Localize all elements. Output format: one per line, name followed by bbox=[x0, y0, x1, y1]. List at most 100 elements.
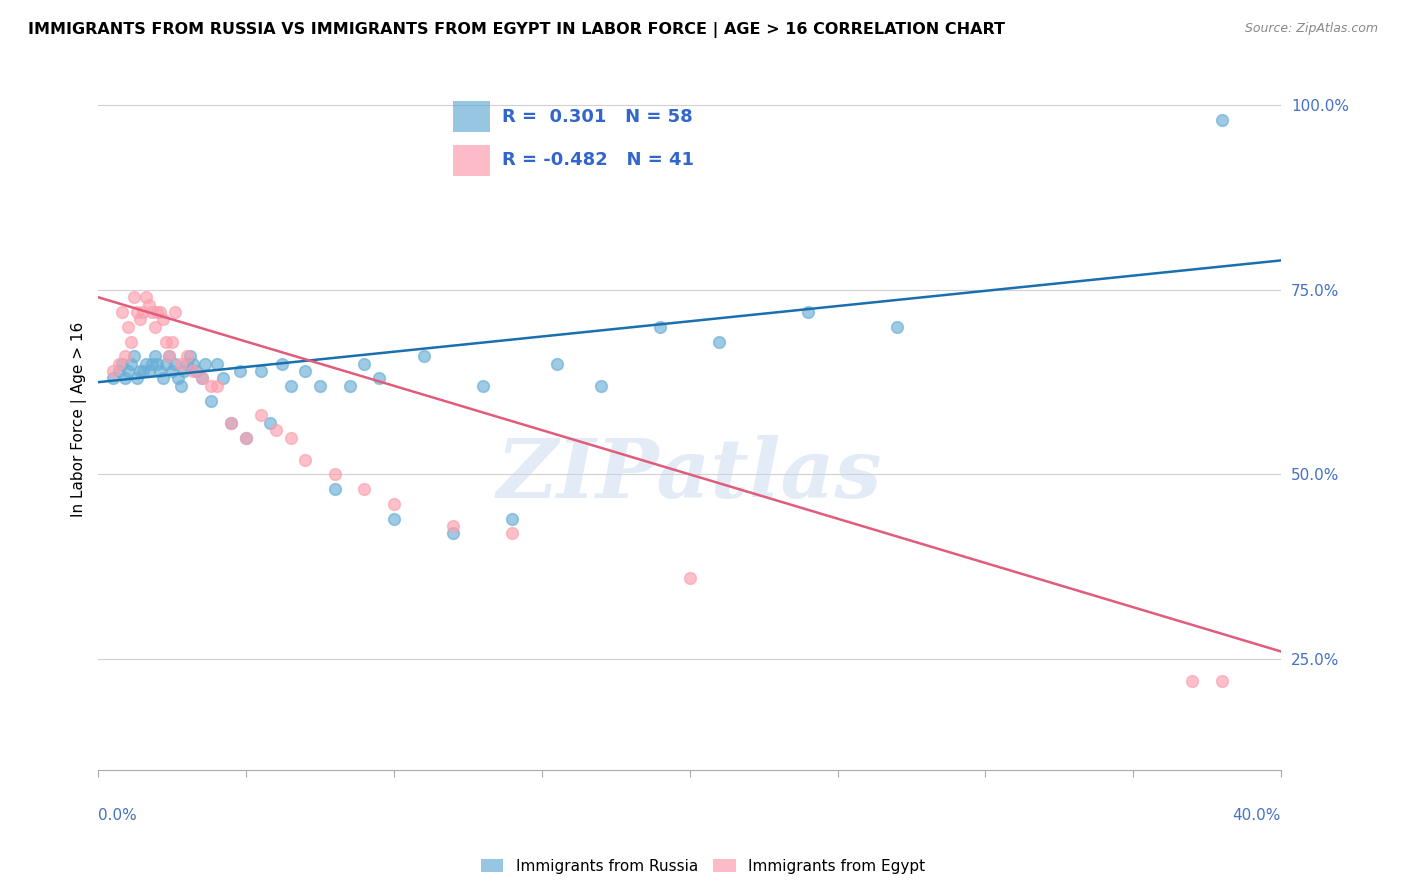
Point bbox=[131, 364, 153, 378]
Point bbox=[280, 430, 302, 444]
Point bbox=[650, 319, 672, 334]
Point bbox=[122, 349, 145, 363]
Point bbox=[353, 357, 375, 371]
Point bbox=[120, 357, 142, 371]
Point bbox=[143, 319, 166, 334]
Point bbox=[191, 371, 214, 385]
Point bbox=[259, 416, 281, 430]
Point bbox=[200, 379, 222, 393]
Point bbox=[152, 312, 174, 326]
Point bbox=[162, 364, 184, 378]
Point bbox=[101, 371, 124, 385]
Point bbox=[339, 379, 361, 393]
Point bbox=[141, 357, 163, 371]
Point bbox=[108, 357, 131, 371]
Point bbox=[117, 319, 139, 334]
Point bbox=[117, 364, 139, 378]
Text: ZIPatlas: ZIPatlas bbox=[496, 435, 883, 516]
Point bbox=[143, 349, 166, 363]
Point bbox=[235, 430, 257, 444]
Point bbox=[167, 371, 190, 385]
Point bbox=[323, 467, 346, 482]
Point bbox=[170, 379, 193, 393]
Point bbox=[101, 364, 124, 378]
Point bbox=[280, 379, 302, 393]
Point bbox=[111, 305, 134, 319]
Point bbox=[125, 305, 148, 319]
Point bbox=[205, 357, 228, 371]
Point bbox=[1211, 113, 1233, 128]
Point bbox=[679, 571, 702, 585]
Point bbox=[250, 409, 273, 423]
Text: Source: ZipAtlas.com: Source: ZipAtlas.com bbox=[1244, 22, 1378, 36]
Text: IMMIGRANTS FROM RUSSIA VS IMMIGRANTS FROM EGYPT IN LABOR FORCE | AGE > 16 CORREL: IMMIGRANTS FROM RUSSIA VS IMMIGRANTS FRO… bbox=[28, 22, 1005, 38]
Point bbox=[501, 526, 523, 541]
Point bbox=[353, 482, 375, 496]
Point bbox=[120, 334, 142, 349]
Point bbox=[111, 357, 134, 371]
Point bbox=[191, 371, 214, 385]
Point bbox=[157, 349, 180, 363]
Point bbox=[501, 511, 523, 525]
Point bbox=[294, 452, 316, 467]
Point bbox=[200, 393, 222, 408]
Point bbox=[138, 364, 160, 378]
Point bbox=[146, 357, 169, 371]
Point bbox=[179, 349, 201, 363]
Point bbox=[162, 334, 184, 349]
Point bbox=[176, 357, 198, 371]
Point bbox=[108, 364, 131, 378]
Legend: Immigrants from Russia, Immigrants from Egypt: Immigrants from Russia, Immigrants from … bbox=[474, 853, 932, 880]
Point bbox=[368, 371, 391, 385]
Point bbox=[131, 305, 153, 319]
Point bbox=[441, 519, 464, 533]
Point bbox=[412, 349, 434, 363]
Point bbox=[128, 364, 150, 378]
Point bbox=[125, 371, 148, 385]
Point bbox=[135, 290, 157, 304]
Text: 0.0%: 0.0% bbox=[98, 808, 138, 823]
Point bbox=[1181, 673, 1204, 688]
Point bbox=[270, 357, 292, 371]
Point bbox=[114, 349, 136, 363]
Point bbox=[138, 298, 160, 312]
Point bbox=[382, 511, 405, 525]
Point bbox=[184, 364, 207, 378]
Point bbox=[194, 357, 217, 371]
Point bbox=[264, 423, 287, 437]
Point bbox=[181, 364, 204, 378]
Y-axis label: In Labor Force | Age > 16: In Labor Force | Age > 16 bbox=[72, 321, 87, 516]
Point bbox=[1211, 673, 1233, 688]
Point bbox=[141, 305, 163, 319]
Point bbox=[294, 364, 316, 378]
Point bbox=[886, 319, 908, 334]
Point bbox=[170, 357, 193, 371]
Point bbox=[546, 357, 568, 371]
Point bbox=[155, 334, 177, 349]
Point bbox=[471, 379, 494, 393]
Point bbox=[181, 357, 204, 371]
Point bbox=[589, 379, 612, 393]
Point bbox=[146, 305, 169, 319]
Point bbox=[157, 349, 180, 363]
Point bbox=[173, 364, 195, 378]
Point bbox=[165, 357, 187, 371]
Point bbox=[149, 364, 172, 378]
Point bbox=[165, 305, 187, 319]
Point bbox=[122, 290, 145, 304]
Point bbox=[309, 379, 332, 393]
Point bbox=[323, 482, 346, 496]
Point bbox=[128, 312, 150, 326]
Point bbox=[152, 371, 174, 385]
Point bbox=[205, 379, 228, 393]
Point bbox=[221, 416, 243, 430]
Point bbox=[382, 497, 405, 511]
Point bbox=[176, 349, 198, 363]
Point bbox=[797, 305, 820, 319]
Point bbox=[229, 364, 252, 378]
Point bbox=[250, 364, 273, 378]
Point bbox=[211, 371, 233, 385]
Text: 40.0%: 40.0% bbox=[1233, 808, 1281, 823]
Point bbox=[709, 334, 731, 349]
Point bbox=[221, 416, 243, 430]
